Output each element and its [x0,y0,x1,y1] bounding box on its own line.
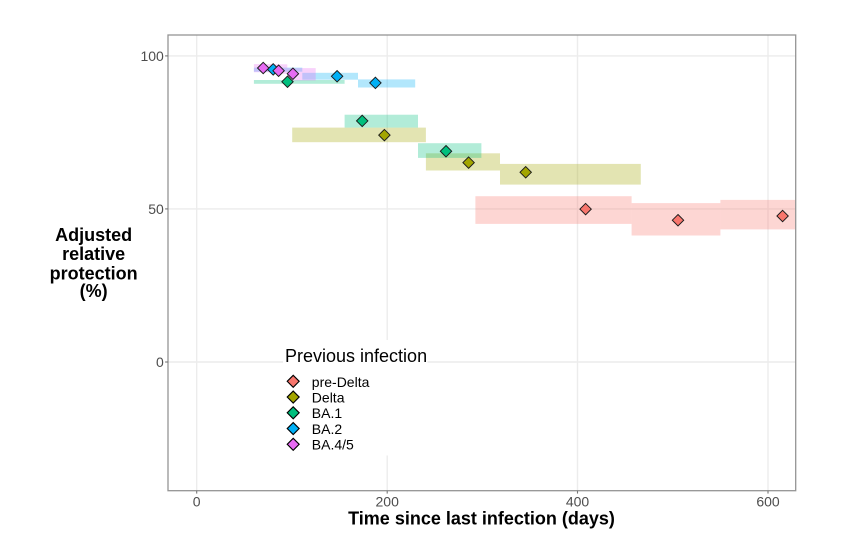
svg-text:0: 0 [193,493,201,509]
svg-text:0: 0 [156,354,164,370]
svg-text:100: 100 [140,48,164,64]
svg-text:relative: relative [62,244,125,264]
svg-text:(%): (%) [80,281,108,301]
svg-text:200: 200 [376,493,400,509]
svg-text:Time since last infection (day: Time since last infection (days) [348,508,615,528]
svg-text:pre-Delta: pre-Delta [312,374,370,390]
svg-text:50: 50 [148,201,164,217]
svg-text:Adjusted: Adjusted [55,225,132,245]
svg-text:BA.4/5: BA.4/5 [312,437,354,453]
svg-text:BA.1: BA.1 [312,405,343,421]
svg-text:protection: protection [50,263,138,283]
svg-text:Previous infection: Previous infection [285,346,427,366]
svg-text:Delta: Delta [312,390,345,406]
svg-text:600: 600 [756,493,780,509]
svg-text:400: 400 [566,493,590,509]
svg-text:BA.2: BA.2 [312,421,343,437]
